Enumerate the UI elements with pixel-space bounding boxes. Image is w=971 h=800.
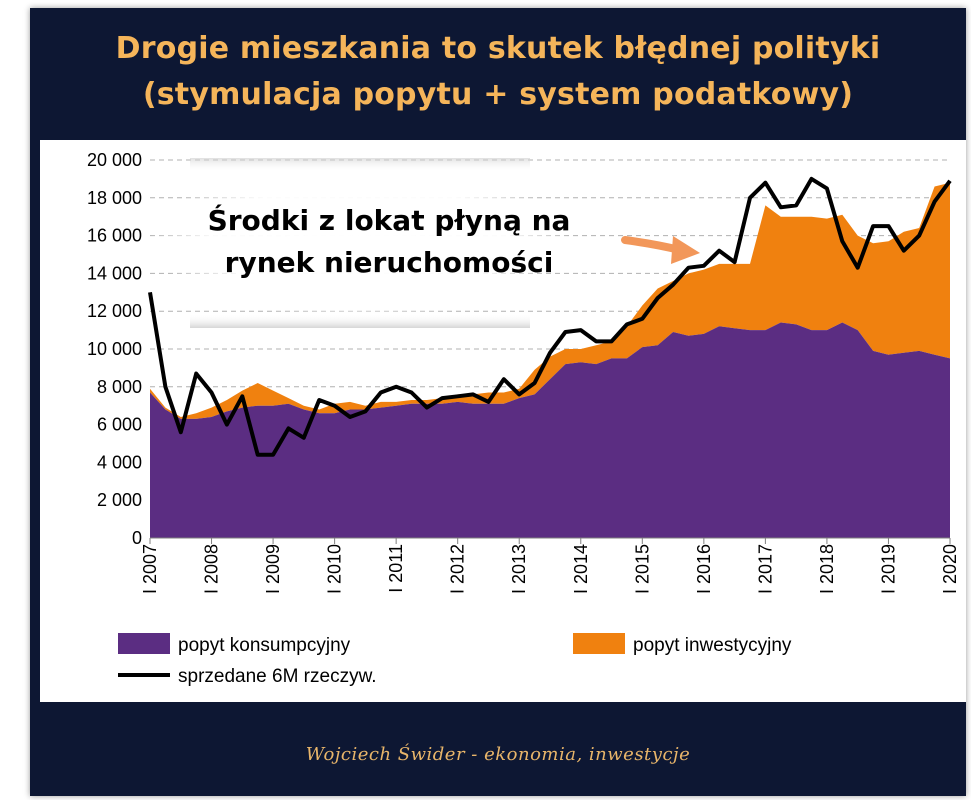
x-tick-label: I 2011 — [386, 544, 406, 593]
axes: 0 2 000 4 000 6 000 8 000 10 000 12 000 14 000 1… — [87, 150, 960, 594]
y-tick-label: 0 — [132, 528, 142, 548]
x-tick-label: I 2016 — [694, 544, 714, 594]
sales-line-series — [148, 176, 952, 457]
chart-panel: 0 2 000 4 000 6 000 8 000 10 000 12 000 14 000 1… — [40, 140, 966, 702]
x-tick-label: I 2014 — [571, 544, 591, 594]
y-tick-label: 14 000 — [87, 263, 142, 283]
y-tick-label: 8 000 — [97, 377, 142, 397]
legend-label-consumption: popyt konsumpcyjny — [178, 635, 351, 656]
title-line-2: (stymulacja popytu + system podatkowy) — [142, 77, 854, 112]
x-tick-label: I 2013 — [509, 544, 529, 594]
annotation-arrow — [621, 236, 700, 264]
x-tick-label: I 2019 — [878, 544, 898, 594]
y-tick-label: 18 000 — [87, 188, 142, 208]
sales-line — [148, 176, 952, 457]
y-tick-label: 6 000 — [97, 415, 142, 435]
y-tick-label: 20 000 — [87, 150, 142, 170]
legend-label-investment: popyt inwestycyjny — [633, 635, 792, 656]
x-tick-label: I 2020 — [940, 544, 960, 594]
y-tick-label: 2 000 — [97, 490, 142, 510]
x-tick-label: I 2018 — [817, 544, 837, 594]
x-tick-label: I 2008 — [202, 544, 222, 594]
chart-title: Drogie mieszkania to skutek błędnej poli… — [30, 26, 966, 118]
title-line-1: Drogie mieszkania to skutek błędnej poli… — [115, 31, 881, 66]
area-series — [150, 182, 950, 538]
callout-background — [150, 158, 570, 328]
x-tick-label: I 2010 — [325, 544, 345, 594]
consumption-area — [150, 322, 950, 538]
legend-label-sales: sprzedane 6M rzeczyw. — [178, 666, 377, 687]
chart-svg: 0 2 000 4 000 6 000 8 000 10 000 12 000 14 000 1… — [87, 150, 960, 687]
x-tick-label: I 2015 — [632, 544, 652, 594]
x-tick-label: I 2009 — [263, 544, 283, 594]
poster-frame: Drogie mieszkania to skutek błędnej poli… — [30, 8, 966, 796]
y-tick-label: 16 000 — [87, 226, 142, 246]
legend-swatch-consumption — [118, 633, 170, 654]
investment-area — [150, 182, 950, 419]
annotation-line-1: Środki z lokat płyną na — [207, 204, 571, 237]
legend: popyt konsumpcyjny popyt inwestycyjny sprz… — [118, 633, 792, 687]
y-tick-label: 10 000 — [87, 339, 142, 359]
x-tick-label: I 2012 — [448, 544, 468, 594]
x-tick-label: I 2007 — [140, 544, 160, 594]
annotation-text: Środki z lokat płyną na rynek nieruchomo… — [188, 200, 590, 284]
y-tick-label: 12 000 — [87, 301, 142, 321]
footer-credit: Wojciech Świder - ekonomia, inwestycje — [305, 744, 691, 765]
annotation-line-2: rynek nieruchomości — [224, 246, 554, 279]
y-tick-label: 4 000 — [97, 452, 142, 472]
legend-swatch-investment — [573, 633, 625, 654]
x-tick-label: I 2017 — [755, 544, 775, 594]
